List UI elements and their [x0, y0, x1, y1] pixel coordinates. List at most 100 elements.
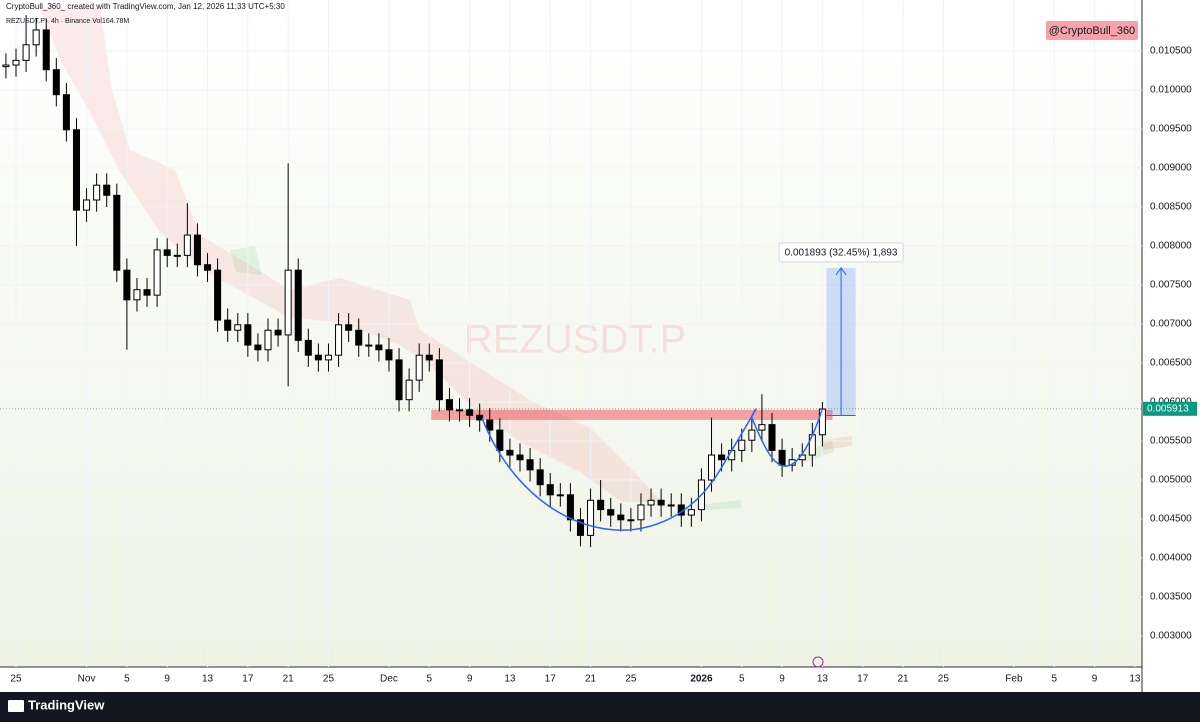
candle-body: [687, 509, 695, 516]
candle-body: [647, 499, 655, 506]
candle-body: [62, 94, 70, 131]
price-axis-background: [1142, 0, 1200, 692]
candle-body: [476, 414, 484, 421]
measure-label-box: [778, 242, 904, 263]
candle-body: [576, 519, 585, 536]
x-tick-label: Feb: [1005, 674, 1023, 685]
x-tick-label: 5: [124, 674, 130, 685]
x-tick-label: 13: [817, 674, 829, 685]
x-tick-label: 9: [467, 674, 473, 685]
last-price-label: 0.005913: [1147, 403, 1189, 414]
time-axis-background: [0, 667, 1142, 692]
candle-body: [365, 344, 373, 347]
candle-body: [536, 469, 544, 486]
candle-body: [345, 324, 353, 331]
x-tick-label: 17: [545, 674, 557, 685]
x-tick-label: 25: [938, 674, 950, 685]
x-tick-label: 21: [585, 674, 597, 685]
x-tick-label: 17: [857, 674, 869, 685]
y-tick-label: 0.003000: [1150, 631, 1192, 642]
candle-body: [718, 454, 726, 461]
candle-body: [143, 289, 151, 296]
x-tick-label: Nov: [78, 674, 96, 685]
candle-body: [193, 234, 201, 266]
x-tick-label: 5: [426, 674, 432, 685]
plot-background: [0, 0, 1142, 667]
candle-body: [707, 454, 716, 481]
candle-body: [375, 344, 383, 351]
x-tick-label: 9: [164, 674, 170, 685]
candle-body: [566, 494, 574, 521]
footer-brand: TradingView: [28, 697, 105, 712]
candle-body: [516, 454, 524, 461]
x-tick-label: 5: [739, 674, 745, 685]
candle-body: [183, 234, 191, 256]
y-tick-label: 0.004500: [1150, 514, 1192, 525]
y-tick-label: 0.008000: [1150, 241, 1192, 252]
candle-body: [758, 424, 766, 431]
candle-body: [748, 429, 756, 441]
candle-body: [203, 264, 212, 271]
candle-body: [818, 408, 826, 436]
x-tick-label: Dec: [380, 674, 398, 685]
candle-body: [234, 324, 242, 331]
symbol-info: REZUSDT.P · 4h · Binance Vol164.78M: [6, 18, 129, 25]
candle-body: [768, 424, 776, 451]
candle-body: [274, 329, 282, 336]
candle-body: [778, 449, 786, 466]
candle-body: [415, 354, 423, 381]
candle-body: [405, 379, 413, 401]
symbol-watermark: REZUSDT.P: [464, 318, 686, 362]
y-tick-label: 0.006500: [1150, 358, 1192, 369]
candle-body: [113, 194, 121, 271]
x-tick-label: 5: [1051, 674, 1057, 685]
measure-label: 0.001893 (32.45%) 1,893: [785, 247, 898, 258]
y-tick-label: 0.009500: [1150, 124, 1192, 135]
candle-body: [627, 519, 635, 522]
candle-body: [486, 419, 494, 431]
candle-body: [455, 409, 464, 412]
candle-body: [466, 409, 474, 416]
last-price-badge: [1143, 401, 1197, 416]
author-tag: @CryptoBull_360: [1049, 25, 1135, 37]
x-tick-label: 13: [202, 674, 214, 685]
candle-body: [123, 269, 131, 301]
y-tick-label: 0.003500: [1150, 592, 1192, 603]
chart-credit: CryptoBull_360_ created with TradingView…: [6, 2, 285, 11]
x-tick-label: 13: [504, 674, 516, 685]
candle-body: [597, 499, 605, 511]
event-icon: [812, 656, 824, 668]
candle-body: [808, 434, 816, 456]
measure-arrow-head: [835, 266, 847, 276]
x-tick-label: 25: [10, 674, 22, 685]
y-tick-label: 0.005000: [1150, 475, 1192, 486]
x-tick-label: 9: [779, 674, 785, 685]
candle-body: [526, 459, 534, 471]
y-tick-label: 0.010000: [1150, 85, 1192, 96]
candle-body: [506, 449, 514, 456]
ichimoku-cloud: [40, 8, 662, 502]
candle-layer: [2, 15, 826, 548]
candle-body: [324, 354, 333, 361]
zone-layer: [0, 408, 1142, 420]
candle-body: [667, 504, 675, 507]
candle-body: [304, 339, 312, 356]
brand-logo: [8, 700, 24, 712]
y-tick-label: 0.009000: [1150, 163, 1192, 174]
author-tag-box: [1046, 21, 1138, 40]
candle-body: [72, 129, 81, 211]
candle-body: [224, 319, 232, 331]
candle-body: [214, 269, 222, 321]
x-tick-label: 17: [242, 674, 254, 685]
x-tick-label: 2026: [690, 674, 713, 685]
y-tick-label: 0.007500: [1150, 280, 1192, 291]
y-tick-label: 0.005500: [1150, 436, 1192, 447]
candle-body: [435, 359, 443, 401]
y-tick-label: 0.004000: [1150, 553, 1192, 564]
candle-body: [103, 184, 111, 196]
candle-body: [173, 254, 181, 257]
y-tick-label: 0.010500: [1150, 46, 1192, 57]
cup-handle-curve: [481, 408, 823, 531]
candle-body: [2, 64, 10, 68]
ichimoku-cloud-future: [822, 436, 852, 450]
